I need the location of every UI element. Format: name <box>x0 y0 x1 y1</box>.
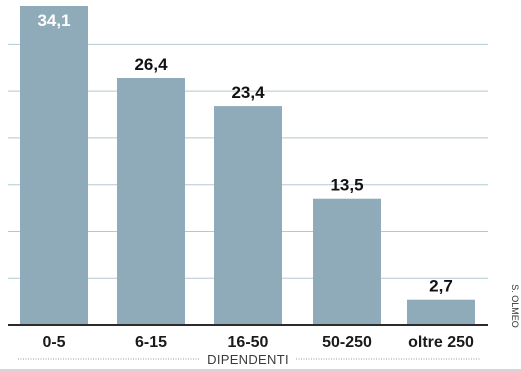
category-label: 6-15 <box>135 334 167 351</box>
category-labels: 0-5 6-15 16-50 50-250 oltre 250 <box>42 334 474 351</box>
category-label: 16-50 <box>228 334 269 351</box>
bar-50-250 <box>313 198 381 325</box>
bar-6-15 <box>117 78 185 325</box>
category-label: oltre 250 <box>408 334 474 351</box>
value-label: 13,5 <box>330 176 363 195</box>
bar-oltre 250 <box>407 299 475 325</box>
value-labels: 34,1 26,4 23,4 13,5 2,7 <box>37 11 452 296</box>
value-label: 23,4 <box>231 83 265 102</box>
x-axis-label: DIPENDENTI <box>207 352 289 367</box>
value-label: 2,7 <box>429 277 453 296</box>
category-label: 0-5 <box>42 334 65 351</box>
bars <box>20 6 475 325</box>
value-label: 26,4 <box>134 55 168 74</box>
photo-credit: S. OLMEO <box>510 284 520 328</box>
category-label: 50-250 <box>322 334 372 351</box>
bar-0-5 <box>20 6 88 325</box>
value-label: 34,1 <box>37 11 70 30</box>
bar-16-50 <box>214 106 282 325</box>
